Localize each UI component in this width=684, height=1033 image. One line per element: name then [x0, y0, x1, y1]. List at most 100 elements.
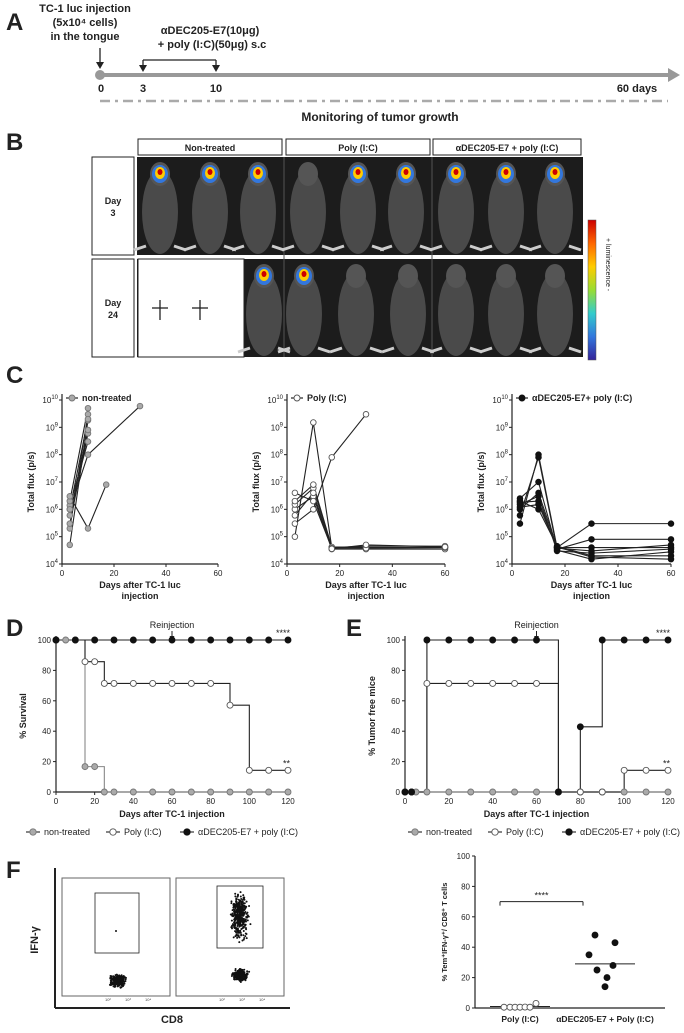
data-point [310, 506, 317, 513]
panel-label-f: F [6, 857, 21, 884]
timeline-tick-10: 10 [210, 83, 222, 95]
mouse-paw [479, 346, 493, 354]
x-tick-label: 40 [614, 569, 623, 578]
data-point [445, 636, 453, 644]
flow-event [242, 974, 245, 977]
y-tick-label: 107 [496, 477, 509, 487]
flow-event [240, 912, 243, 915]
x-tick-label: 40 [129, 797, 138, 806]
y-tick-label: 0 [396, 788, 401, 797]
flow-tick-6: 10⁴ [259, 997, 265, 1002]
flow-tick-5: 10³ [239, 997, 245, 1002]
data-point [84, 438, 92, 445]
y-tick-label: 109 [496, 422, 509, 432]
flow-event [237, 917, 240, 920]
y-tick-label: 0 [466, 1004, 471, 1013]
flow-gate-poly [94, 892, 140, 954]
data-point [110, 636, 118, 644]
flow-event [245, 900, 248, 903]
flow-event [233, 922, 236, 925]
flow-event [117, 981, 120, 984]
flow-event [243, 902, 246, 905]
mouse-body [438, 170, 474, 254]
data-point [245, 636, 253, 644]
flow-tick-2: 10³ [125, 997, 131, 1002]
y-tick-label: 106 [496, 504, 509, 514]
flow-event [230, 913, 233, 916]
mouse-head [346, 264, 366, 288]
data-point [598, 636, 606, 644]
y-tick-label: 104 [271, 559, 284, 569]
data-point [620, 766, 628, 774]
flow-event [237, 934, 240, 937]
data-point [642, 788, 650, 796]
data-point [284, 766, 292, 774]
mouse-body [142, 170, 178, 254]
flow-tick-1: 10² [105, 997, 111, 1002]
flow-event [242, 926, 245, 929]
data-point [284, 788, 292, 796]
flow-event [231, 924, 234, 927]
flow-event [245, 975, 248, 978]
injection-line-2: (5x10⁴ cells) [53, 17, 118, 29]
data-point [91, 658, 99, 666]
series-line [405, 682, 668, 793]
data-point [149, 788, 157, 796]
x-tick-label: 0 [285, 569, 290, 578]
data-point [667, 555, 675, 563]
flow-event [238, 968, 241, 971]
data-point [423, 680, 431, 687]
flow-event [240, 933, 243, 936]
mouse-body [390, 272, 426, 356]
flow-event [123, 982, 126, 985]
panel-label-e: E [346, 615, 362, 642]
significance-label: **** [276, 628, 291, 638]
day-24-label-a: Day [105, 298, 122, 308]
flow-event [236, 906, 239, 909]
tumor-signal-hot [453, 169, 459, 175]
injection-text: TC-1 luc injection (5x10⁴ cells) in the … [39, 3, 131, 43]
flow-event [234, 972, 237, 975]
data-point [445, 680, 453, 687]
data-point [84, 426, 92, 434]
x-tick-label: 60 [441, 569, 450, 578]
data-point [576, 723, 584, 731]
y-tick-label: 60 [42, 697, 51, 706]
data-point [91, 636, 99, 644]
flow-event [112, 977, 115, 980]
y-tick-label: 107 [46, 477, 59, 487]
mouse-paw [317, 346, 331, 354]
y-tick-label: 100 [387, 636, 401, 645]
x-tick-label: 0 [60, 569, 65, 578]
flow-event [234, 895, 237, 898]
data-point [291, 512, 299, 519]
data-point [207, 636, 215, 644]
data-point [110, 788, 118, 796]
flow-event [238, 922, 241, 925]
data-point [667, 548, 675, 556]
series-line [56, 639, 288, 771]
flow-event [232, 905, 235, 908]
mouse-paw [568, 244, 582, 252]
data-point [489, 680, 497, 687]
mouse-body [192, 170, 228, 254]
y-tick-label: 1010 [42, 395, 58, 405]
flow-event [246, 970, 249, 973]
flow-event [239, 910, 242, 913]
panel-label-a: A [6, 9, 23, 36]
data-point [81, 658, 89, 666]
y-tick-label: 107 [271, 477, 284, 487]
data-point [511, 636, 519, 644]
flow-event [236, 930, 239, 933]
x-axis-label: Days after TC-1 injection [484, 809, 590, 819]
mouse-paw [429, 244, 443, 252]
mouse-paw [568, 346, 582, 354]
flow-event [109, 975, 112, 978]
flow-event [248, 904, 251, 907]
flow-event [236, 924, 239, 927]
y-tick-label: 40 [391, 727, 400, 736]
y-axis-label: Total flux (p/s) [476, 452, 486, 513]
flow-event [243, 898, 246, 901]
flow-event [244, 976, 247, 979]
x-tick-label: 40 [162, 569, 171, 578]
